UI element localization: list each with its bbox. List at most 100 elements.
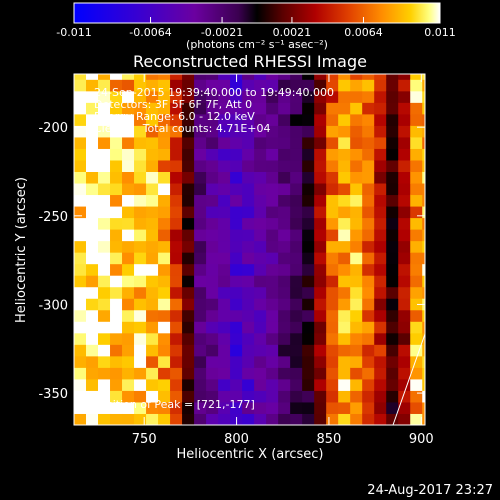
- heatmap-cell: [266, 136, 279, 149]
- heatmap-cell: [206, 332, 219, 345]
- x-tick-label: 800: [224, 432, 249, 447]
- heatmap-cell: [338, 194, 351, 207]
- heatmap-cell: [242, 378, 255, 391]
- heatmap-cell: [230, 148, 243, 161]
- heatmap-cell: [398, 171, 411, 184]
- heatmap-cell: [170, 367, 183, 380]
- heatmap-cell: [146, 355, 159, 368]
- heatmap-cell: [422, 355, 425, 368]
- heatmap-cell: [278, 159, 291, 172]
- heatmap-cell: [122, 401, 135, 414]
- heatmap-cell: [266, 240, 279, 253]
- heatmap-cell: [398, 125, 411, 138]
- heatmap-cell: [86, 321, 99, 334]
- heatmap-cell: [230, 159, 243, 172]
- heatmap-cell: [338, 378, 351, 391]
- heatmap-cell: [110, 183, 123, 196]
- heatmap-cell: [158, 252, 171, 265]
- heatmap-cell: [326, 229, 339, 242]
- heatmap-cell: [74, 390, 87, 403]
- heatmap-cell: [134, 171, 147, 184]
- heatmap-cell: [386, 90, 399, 103]
- heatmap-cell: [386, 298, 399, 311]
- heatmap-cell: [98, 332, 111, 345]
- heatmap-cell: [194, 344, 207, 357]
- heatmap-cell: [422, 332, 425, 345]
- heatmap-cell: [302, 217, 315, 230]
- heatmap-cell: [314, 206, 327, 219]
- heatmap-cell: [134, 390, 147, 403]
- heatmap-cell: [74, 125, 87, 138]
- heatmap-cell: [302, 206, 315, 219]
- heatmap-cell: [362, 102, 375, 115]
- heatmap-cell: [218, 74, 231, 80]
- heatmap-cell: [122, 367, 135, 380]
- heatmap-cell: [206, 229, 219, 242]
- heatmap-cell: [218, 378, 231, 391]
- heatmap-cell: [326, 79, 339, 92]
- heatmap-cell: [98, 275, 111, 288]
- heatmap-cell: [338, 367, 351, 380]
- heatmap-cell: [302, 355, 315, 368]
- heatmap-cell: [302, 194, 315, 207]
- heatmap-cell: [122, 194, 135, 207]
- colorbar-tick-label: -0.011: [56, 26, 91, 39]
- heatmap-cell: [230, 401, 243, 414]
- heatmap-cell: [122, 136, 135, 149]
- heatmap-cell: [362, 136, 375, 149]
- heatmap-cell: [218, 413, 231, 425]
- heatmap-cell: [230, 194, 243, 207]
- heatmap-cell: [242, 183, 255, 196]
- heatmap-cell: [374, 344, 387, 357]
- heatmap-cell: [98, 355, 111, 368]
- heatmap-cell: [374, 159, 387, 172]
- heatmap-cell: [158, 194, 171, 207]
- heatmap-cell: [410, 344, 423, 357]
- heatmap-cell: [194, 367, 207, 380]
- heatmap-cell: [122, 286, 135, 299]
- heatmap-cell: [290, 378, 303, 391]
- heatmap-cell: [398, 344, 411, 357]
- heatmap-cell: [98, 79, 111, 92]
- heatmap-cell: [410, 102, 423, 115]
- heatmap-cell: [338, 148, 351, 161]
- heatmap-cell: [338, 321, 351, 334]
- heatmap-cell: [98, 74, 111, 80]
- heatmap-cell: [170, 206, 183, 219]
- heatmap-cell: [362, 229, 375, 242]
- heatmap-cell: [242, 125, 255, 138]
- heatmap-cell: [338, 102, 351, 115]
- heatmap-cell: [374, 206, 387, 219]
- heatmap-cell: [290, 113, 303, 126]
- heatmap-cell: [158, 217, 171, 230]
- heatmap-cell: [422, 401, 425, 414]
- heatmap-cell: [290, 125, 303, 138]
- heatmap-cell: [326, 344, 339, 357]
- heatmap-cell: [146, 332, 159, 345]
- heatmap-cell: [206, 217, 219, 230]
- heatmap-cell: [182, 263, 195, 276]
- heatmap-cell: [422, 275, 425, 288]
- heatmap-cell: [74, 113, 87, 126]
- heatmap-cell: [122, 321, 135, 334]
- heatmap-cell: [134, 125, 147, 138]
- heatmap-cell: [98, 229, 111, 242]
- heatmap-cell: [98, 194, 111, 207]
- heatmap-cell: [182, 159, 195, 172]
- heatmap-cell: [158, 102, 171, 115]
- heatmap-cell: [386, 309, 399, 322]
- heatmap-cell: [422, 240, 425, 253]
- heatmap-cell: [74, 171, 87, 184]
- heatmap-cell: [290, 79, 303, 92]
- heatmap-cell: [242, 263, 255, 276]
- heatmap-cell: [86, 367, 99, 380]
- heatmap-cell: [362, 286, 375, 299]
- heatmap-cell: [374, 90, 387, 103]
- heatmap-cell: [218, 125, 231, 138]
- y-tick-label: -300: [38, 298, 68, 313]
- heatmap-cell: [98, 344, 111, 357]
- heatmap-cell: [110, 332, 123, 345]
- heatmap-cell: [278, 390, 291, 403]
- heatmap-cell: [410, 136, 423, 149]
- heatmap-cell: [254, 159, 267, 172]
